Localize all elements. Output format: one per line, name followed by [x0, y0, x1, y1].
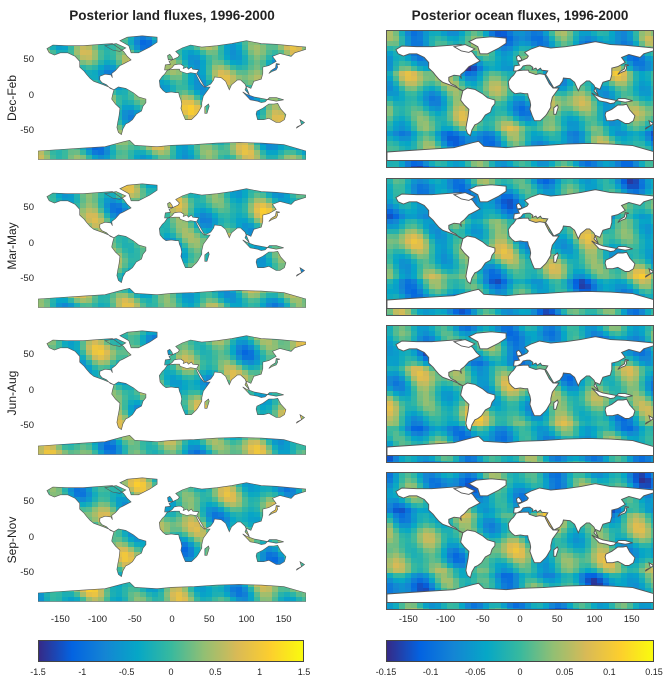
latitude-tick-label: 50 [23, 201, 34, 213]
continent-outlines [38, 477, 306, 602]
land-flux-map-svg [38, 183, 306, 308]
continent-outlines [387, 478, 653, 603]
ocean-colorbar-tick: -0.1 [422, 667, 439, 677]
ocean-colorbar-tick: 0.05 [555, 667, 574, 677]
ocean-colorbar-tick: 0.1 [603, 667, 616, 677]
ocean-flux-map-svg [387, 326, 653, 462]
latitude-tick-label: 50 [23, 495, 34, 507]
ocean-flux-map-svg [387, 179, 653, 315]
latitude-tick-label: 0 [28, 531, 34, 543]
longitude-tick-label: -50 [475, 614, 490, 625]
land-colorbar-tick: 0.5 [209, 667, 222, 677]
land-column-title: Posterior land fluxes, 1996-2000 [69, 8, 275, 23]
continent-outlines [38, 35, 306, 160]
ocean-colorbar-tick: 0 [517, 667, 523, 677]
latitude-tick-label: -50 [20, 125, 34, 137]
land-map-sep-nov [38, 472, 306, 610]
ocean-flux-map-svg [387, 31, 653, 167]
continent-outlines [38, 330, 306, 455]
longitude-tick-label: 150 [275, 614, 292, 625]
longitude-tick-label: 100 [586, 614, 603, 625]
land-flux-map-svg [38, 477, 306, 602]
latitude-tick-label: 50 [23, 53, 34, 65]
land-colorbar-tick: -0.5 [118, 667, 135, 677]
longitude-tick-label: 0 [169, 614, 175, 625]
land-colorbar-tick: 1.5 [297, 667, 311, 677]
longitude-tick-label: 50 [203, 614, 215, 625]
continent-outlines [38, 183, 306, 308]
ocean-map-mar-may [386, 178, 654, 316]
continent-outlines [387, 36, 653, 161]
longitude-tick-label: -100 [436, 614, 456, 625]
longitude-tick-label: 150 [623, 614, 640, 625]
land-flux-map-svg [38, 330, 306, 455]
ocean-map-jun-aug [386, 325, 654, 463]
ocean-colorbar-tick: 0.15 [645, 667, 663, 677]
latitude-tick-label: 0 [28, 237, 34, 249]
latitude-tick-label: -50 [20, 420, 34, 432]
land-map-jun-aug [38, 325, 306, 463]
land-map-mar-may [38, 178, 306, 316]
land-colorbar-tick: 1 [257, 667, 263, 677]
land-colorbar-tick: -1.5 [30, 667, 46, 677]
land-flux-map-svg [38, 35, 306, 160]
ocean-colorbar-tick: -0.15 [375, 667, 397, 677]
ocean-map-sep-nov [386, 472, 654, 610]
ocean-colorbar [386, 640, 654, 662]
land-map-dec-feb [38, 30, 306, 168]
latitude-tick-label: -50 [20, 273, 34, 285]
longitude-tick-label: 0 [517, 614, 523, 625]
latitude-tick-label: 0 [28, 89, 34, 101]
ocean-map-dec-feb [386, 30, 654, 168]
land-colorbar [38, 640, 304, 662]
longitude-tick-label: 50 [551, 614, 563, 625]
longitude-tick-label: -100 [88, 614, 108, 625]
longitude-tick-label: -150 [50, 614, 70, 625]
land-colorbar-tick: 0 [168, 667, 174, 677]
longitude-tick-label: -150 [398, 614, 418, 625]
continent-outlines [387, 331, 653, 456]
latitude-tick-label: 50 [23, 348, 34, 360]
latitude-tick-label: 0 [28, 384, 34, 396]
ocean-colorbar-tick: -0.05 [465, 667, 486, 677]
longitude-tick-label: 100 [238, 614, 255, 625]
ocean-column-title: Posterior ocean fluxes, 1996-2000 [411, 8, 629, 23]
land-colorbar-tick: -1 [78, 667, 87, 677]
ocean-flux-map-svg [387, 473, 653, 609]
continent-outlines [387, 184, 653, 309]
longitude-tick-label: -50 [127, 614, 142, 625]
latitude-tick-label: -50 [20, 567, 34, 579]
